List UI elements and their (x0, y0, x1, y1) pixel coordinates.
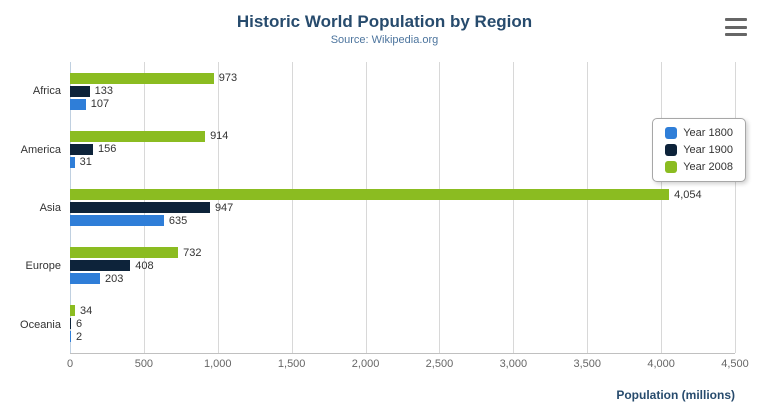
gridline (291, 62, 293, 353)
bar[interactable] (70, 98, 86, 110)
bar-value-label: 947 (214, 201, 234, 214)
category-label: America (20, 143, 61, 156)
legend-label: Year 1800 (683, 127, 733, 139)
x-tick-label: 1,500 (277, 358, 306, 370)
bar-row: 6 (70, 317, 735, 330)
bar-row: 947 (70, 201, 735, 214)
bar-value-label: 973 (218, 72, 238, 85)
bar[interactable] (70, 247, 179, 259)
bar-value-label: 107 (90, 98, 110, 111)
bar-value-label: 2 (76, 330, 83, 343)
x-tick-label: 0 (66, 358, 74, 370)
bar-row: 133 (70, 85, 735, 98)
legend-swatch-icon (665, 144, 678, 156)
legend-item[interactable]: Year 1800 (665, 127, 733, 139)
bar-value-label: 156 (98, 143, 117, 156)
x-axis-ticks: 0 500 1,000 1,500 2,000 2,500 3,000 3,500 4,000 4… (66, 353, 749, 371)
x-tick-label: 2,500 (425, 358, 454, 370)
bar-row: 408 (70, 259, 735, 272)
bar-row: 635 (70, 214, 735, 227)
bar-value-label: 4,054 (674, 188, 702, 201)
gridline (513, 62, 515, 353)
bar[interactable] (70, 215, 164, 226)
bar-value-label: 133 (94, 85, 113, 98)
bar-row: 107 (70, 98, 735, 111)
bar-value-label: 31 (79, 156, 92, 169)
legend: Year 1800 Year 1900 Year 2008 (652, 118, 746, 182)
hamburger-menu-icon[interactable] (723, 16, 749, 38)
bar[interactable] (70, 72, 214, 84)
bar[interactable] (70, 260, 131, 272)
bar-value-label: 203 (104, 272, 124, 285)
plot-wrap: Africa America Asia Europe Oceania 973 133 107… (0, 62, 749, 370)
bar-row: 732 (70, 246, 735, 259)
bar[interactable] (70, 189, 670, 200)
x-tick-label: 2,000 (351, 358, 380, 370)
chart-subtitle: Source: Wikipedia.org (330, 34, 439, 46)
bar-group: 973 133 107 (70, 62, 735, 120)
legend-item[interactable]: Year 1900 (665, 144, 733, 156)
bar-row: 34 (70, 304, 735, 317)
bar[interactable] (70, 130, 206, 142)
legend-swatch-icon (665, 127, 678, 139)
legend-item[interactable]: Year 2008 (665, 161, 733, 173)
bar-row: 156 (70, 143, 735, 156)
x-tick-label: 3,500 (573, 358, 601, 370)
bar[interactable] (70, 202, 210, 213)
bar-value-label: 6 (76, 317, 83, 330)
bar-value-label: 635 (168, 214, 188, 227)
x-tick-label: 4,000 (647, 358, 675, 370)
x-tick-label: 3,000 (499, 358, 528, 370)
bar[interactable] (70, 331, 71, 343)
gridline (217, 62, 219, 353)
plot-area: 973 133 107 914 156 31 4,054 947 635 732 408 203 34 6… (67, 62, 749, 370)
x-tick-label: 4,500 (721, 358, 749, 370)
bar-value-label: 34 (80, 304, 93, 317)
bar-row: 914 (70, 130, 735, 143)
gridline (735, 62, 736, 353)
bar[interactable] (70, 143, 94, 155)
bar-group: 34 6 2 (70, 295, 735, 353)
bar-row: 203 (70, 272, 735, 285)
category-label: Africa (32, 85, 61, 98)
bar-row: 31 (70, 156, 735, 169)
category-label: Europe (25, 260, 61, 273)
bar-row: 2 (70, 330, 735, 343)
bar-groups: 973 133 107 914 156 31 4,054 947 635 732 408 203 34 6… (70, 62, 735, 353)
gridline (587, 62, 589, 353)
gridline (661, 62, 663, 353)
bar[interactable] (70, 156, 75, 168)
gridline (365, 62, 367, 353)
gridline (439, 62, 441, 353)
bar-group: 4,054 947 635 (70, 178, 735, 236)
legend-swatch-icon (665, 161, 678, 173)
bar-group: 914 156 31 (70, 120, 735, 178)
bar[interactable] (70, 273, 100, 285)
chart-title: Historic World Population by Region (236, 12, 533, 31)
x-tick-label: 500 (134, 358, 154, 370)
x-tick-label: 1,000 (204, 358, 232, 370)
legend-label: Year 2008 (683, 161, 733, 173)
category-axis: Africa America Asia Europe Oceania (0, 62, 70, 354)
bar[interactable] (70, 85, 90, 97)
x-axis-title: Population (millions) (616, 388, 735, 402)
bar-value-label: 914 (210, 130, 229, 143)
legend-label: Year 1900 (683, 144, 733, 156)
bar-group: 732 408 203 (70, 237, 735, 295)
bar-row: 4,054 (70, 188, 735, 201)
bar-value-label: 732 (183, 246, 202, 259)
category-label: Oceania (20, 318, 61, 331)
bar[interactable] (70, 318, 71, 330)
category-label: Asia (39, 202, 61, 215)
bar-row: 973 (70, 72, 735, 85)
bar[interactable] (70, 305, 76, 317)
bar-value-label: 408 (135, 259, 154, 272)
